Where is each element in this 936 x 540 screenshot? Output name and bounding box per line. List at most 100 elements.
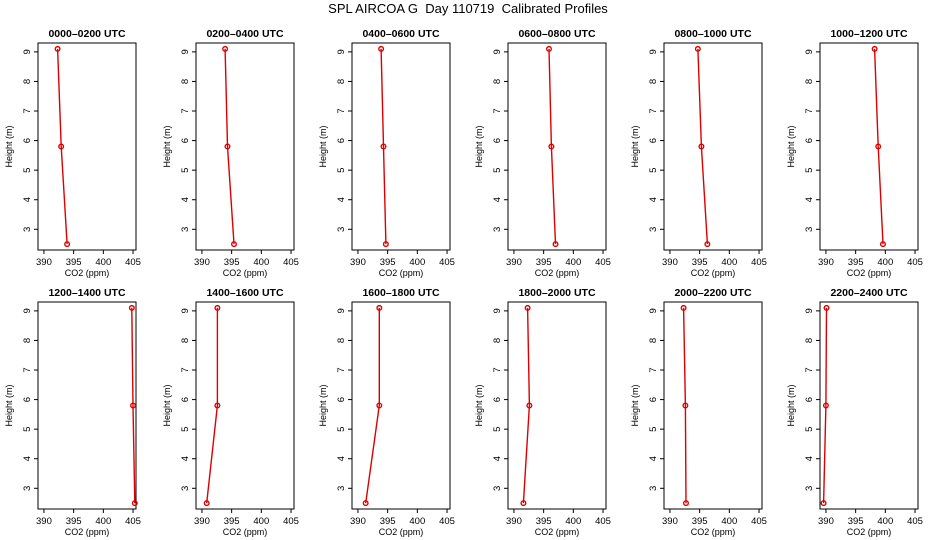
y-tick-label: 9: [180, 49, 191, 54]
profile-line: [206, 307, 219, 504]
y-tick-label: 7: [180, 108, 191, 113]
y-tick-label: 4: [180, 197, 191, 202]
x-tick-label: 390: [350, 257, 366, 268]
y-tick-label: 7: [648, 108, 659, 113]
profile-line: [224, 48, 235, 245]
x-tick-label: 400: [409, 257, 425, 268]
data-point: [214, 304, 221, 311]
x-tick-label: 405: [439, 257, 455, 268]
y-tick-label: 3: [648, 486, 659, 491]
x-axis-label: CO2 (ppm): [535, 268, 580, 278]
data-point: [378, 45, 385, 52]
data-point: [131, 500, 138, 507]
y-tick-label: 6: [804, 397, 815, 402]
panel-title: 1000–1200 UTC: [830, 28, 907, 40]
y-tick-label: 5: [492, 427, 503, 432]
x-axis-label: CO2 (ppm): [847, 527, 892, 537]
y-tick-label: 8: [492, 79, 503, 84]
y-tick-label: 7: [336, 367, 347, 372]
profile-line: [365, 307, 380, 504]
y-tick-label: 3: [804, 227, 815, 232]
y-tick-label: 3: [22, 227, 33, 232]
plot-frame: [37, 42, 137, 251]
plot-frame: [351, 42, 451, 251]
x-axis-label: CO2 (ppm): [379, 527, 424, 537]
y-tick-label: 7: [492, 108, 503, 113]
y-tick-label: 4: [804, 456, 815, 461]
data-point: [548, 143, 555, 150]
x-tick-label: 395: [380, 257, 396, 268]
y-tick-label: 3: [180, 486, 191, 491]
y-tick-label: 6: [648, 138, 659, 143]
panel-title: 1400–1600 UTC: [206, 287, 283, 299]
x-axis-label: CO2 (ppm): [223, 268, 268, 278]
x-tick-label: 390: [36, 516, 52, 527]
y-tick-label: 4: [648, 456, 659, 461]
profile-line: [682, 307, 687, 504]
y-tick-label: 7: [804, 367, 815, 372]
x-axis-label: CO2 (ppm): [535, 527, 580, 537]
y-tick-label: 3: [180, 227, 191, 232]
plot-frame: [351, 301, 451, 510]
data-point: [224, 143, 231, 150]
x-tick-label: 395: [380, 516, 396, 527]
y-tick-label: 5: [180, 168, 191, 173]
y-axis-label: Height (m): [162, 125, 172, 167]
x-tick-label: 400: [565, 257, 581, 268]
data-point: [823, 304, 830, 311]
data-point: [879, 241, 886, 248]
y-tick-label: 3: [22, 486, 33, 491]
y-tick-label: 8: [492, 338, 503, 343]
profile-line: [522, 307, 531, 504]
data-point: [376, 304, 383, 311]
x-tick-label: 405: [595, 516, 611, 527]
x-tick-label: 400: [565, 516, 581, 527]
x-tick-label: 395: [536, 516, 552, 527]
data-point: [58, 143, 65, 150]
plot-frame: [663, 301, 763, 510]
y-axis-label: Height (m): [4, 384, 14, 426]
y-axis-label: Height (m): [4, 125, 14, 167]
data-point: [382, 241, 389, 248]
data-point: [222, 45, 229, 52]
y-tick-label: 4: [336, 456, 347, 461]
panel-title: 2200–2400 UTC: [830, 287, 907, 299]
data-point: [822, 402, 829, 409]
profile-panel: 1000–1200 UTC 390 395 400 405 3 4 5 6 7 8 9 CO2 (ppm…: [786, 28, 923, 278]
y-tick-label: 9: [648, 49, 659, 54]
plot-frame: [819, 42, 919, 251]
panel-title: 0800–1000 UTC: [674, 28, 751, 40]
y-tick-label: 5: [336, 168, 347, 173]
x-tick-label: 390: [506, 516, 522, 527]
x-tick-label: 400: [253, 516, 269, 527]
x-axis-label: CO2 (ppm): [65, 527, 110, 537]
x-tick-label: 390: [818, 516, 834, 527]
x-tick-label: 390: [194, 257, 210, 268]
plot-frame: [507, 301, 607, 510]
data-point: [682, 402, 689, 409]
panel-title: 0200–0400 UTC: [206, 28, 283, 40]
x-tick-label: 390: [350, 516, 366, 527]
x-tick-label: 400: [253, 257, 269, 268]
data-point: [545, 45, 552, 52]
x-tick-label: 405: [595, 257, 611, 268]
data-point: [128, 304, 135, 311]
profile-panel: 1600–1800 UTC 390 395 400 405 3 4 5 6 7 8 9 CO2 (ppm…: [318, 287, 455, 537]
y-tick-label: 7: [336, 108, 347, 113]
panel-title: 0600–0800 UTC: [518, 28, 595, 40]
y-tick-label: 3: [804, 486, 815, 491]
plot-frame: [663, 42, 763, 251]
data-point: [376, 402, 383, 409]
x-tick-label: 395: [692, 257, 708, 268]
profile-line: [56, 48, 68, 245]
y-tick-label: 4: [648, 197, 659, 202]
x-tick-label: 400: [877, 257, 893, 268]
y-tick-label: 9: [336, 49, 347, 54]
y-tick-label: 8: [804, 338, 815, 343]
data-point: [64, 241, 71, 248]
x-tick-label: 395: [224, 257, 240, 268]
x-tick-label: 400: [877, 516, 893, 527]
data-point: [682, 500, 689, 507]
y-tick-label: 5: [492, 168, 503, 173]
x-tick-label: 400: [409, 516, 425, 527]
